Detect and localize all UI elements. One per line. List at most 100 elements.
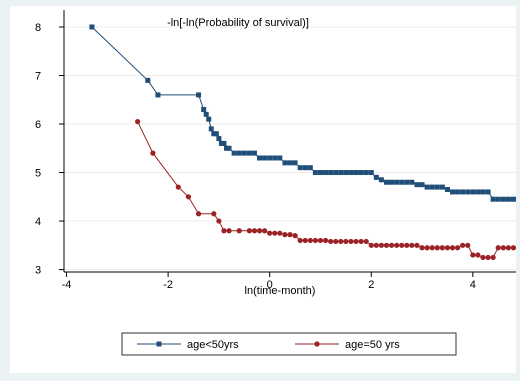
- data-point: [505, 196, 511, 202]
- data-point: [373, 174, 379, 180]
- data-point: [475, 252, 481, 258]
- data-point: [414, 182, 420, 188]
- data-point: [475, 189, 481, 195]
- data-point: [211, 131, 217, 137]
- x-tick-label: 2: [368, 279, 374, 291]
- data-point: [292, 233, 298, 239]
- x-axis-label: ln(time-month): [245, 285, 316, 297]
- data-point: [224, 145, 230, 151]
- data-point: [383, 242, 390, 248]
- data-point: [485, 189, 491, 195]
- data-point: [505, 245, 511, 251]
- data-point: [465, 242, 471, 248]
- data-point: [510, 245, 517, 251]
- data-point: [195, 211, 202, 217]
- data-point: [363, 238, 369, 245]
- data-point: [246, 228, 252, 234]
- data-point: [307, 237, 313, 244]
- data-point: [302, 237, 308, 244]
- series-1: [89, 24, 516, 202]
- series-2: [135, 118, 517, 261]
- data-point: [257, 155, 263, 161]
- data-point: [206, 116, 212, 122]
- data-point: [429, 245, 435, 251]
- data-point: [444, 187, 450, 193]
- y-tick-label: 8: [35, 22, 41, 34]
- data-point: [287, 232, 293, 238]
- series-layer: [89, 24, 517, 261]
- legend: age<50yrs age=50 yrs: [137, 339, 400, 351]
- data-point: [208, 126, 214, 132]
- data-point: [256, 228, 263, 234]
- legend-label: age<50yrs: [187, 339, 239, 351]
- data-point: [213, 131, 219, 137]
- data-point: [328, 238, 334, 245]
- data-point: [348, 238, 354, 245]
- data-point: [394, 179, 400, 185]
- data-point: [302, 165, 308, 171]
- data-point: [414, 242, 420, 248]
- data-point: [439, 184, 445, 190]
- data-point: [282, 160, 288, 166]
- data-point: [490, 254, 496, 261]
- data-point: [470, 252, 476, 258]
- x-tick-label: -4: [62, 279, 72, 291]
- data-point: [338, 170, 344, 176]
- data-point: [155, 92, 161, 98]
- data-point: [150, 150, 156, 156]
- data-point: [388, 242, 395, 248]
- data-point: [490, 196, 496, 202]
- x-tick-label: 0: [267, 279, 273, 291]
- data-point: [231, 150, 237, 156]
- data-point: [216, 218, 222, 224]
- y-tick-label: 4: [35, 216, 41, 228]
- data-point: [480, 189, 486, 195]
- data-point: [203, 111, 209, 117]
- data-point: [323, 170, 329, 176]
- data-point: [394, 242, 400, 248]
- data-point: [272, 230, 278, 236]
- chart-title: -ln[-ln(Probability of survival)]: [167, 17, 309, 29]
- data-point: [429, 184, 435, 190]
- data-point: [226, 228, 232, 234]
- x-axis-ticks: -4 -2 0 2 4: [62, 272, 476, 291]
- legend-marker: [314, 341, 320, 347]
- data-point: [218, 140, 224, 146]
- data-point: [322, 237, 329, 244]
- data-point: [363, 170, 369, 176]
- data-point: [353, 238, 359, 245]
- y-axis-ticks: 3 4 5 6 7 8: [35, 22, 64, 277]
- data-point: [251, 150, 257, 156]
- data-point: [338, 238, 344, 245]
- data-point: [404, 242, 410, 248]
- data-point: [510, 196, 516, 202]
- y-tick-label: 3: [35, 265, 41, 277]
- data-point: [262, 228, 268, 234]
- data-point: [485, 254, 491, 261]
- data-point: [444, 245, 451, 251]
- data-point: [399, 179, 405, 185]
- data-point: [292, 160, 298, 166]
- plot-panel: 3 4 5 6 7 8 -4 -2 0 2 4 -ln[-ln(Probability of su…: [10, 6, 517, 373]
- data-point: [439, 245, 445, 251]
- data-point: [500, 245, 506, 251]
- y-tick-label: 7: [35, 71, 41, 83]
- data-point: [221, 228, 227, 234]
- data-point: [465, 189, 471, 195]
- data-point: [450, 189, 456, 195]
- data-point: [399, 242, 405, 248]
- data-point: [236, 150, 242, 156]
- data-point: [241, 150, 247, 156]
- data-point: [287, 160, 293, 166]
- data-point: [175, 184, 181, 190]
- data-point: [454, 245, 461, 251]
- data-point: [404, 179, 410, 185]
- data-point: [267, 230, 273, 236]
- data-point: [307, 165, 313, 171]
- grid-lines: [64, 26, 516, 271]
- data-point: [236, 228, 242, 234]
- data-point: [358, 170, 364, 176]
- data-point: [368, 170, 374, 176]
- data-point: [343, 170, 349, 176]
